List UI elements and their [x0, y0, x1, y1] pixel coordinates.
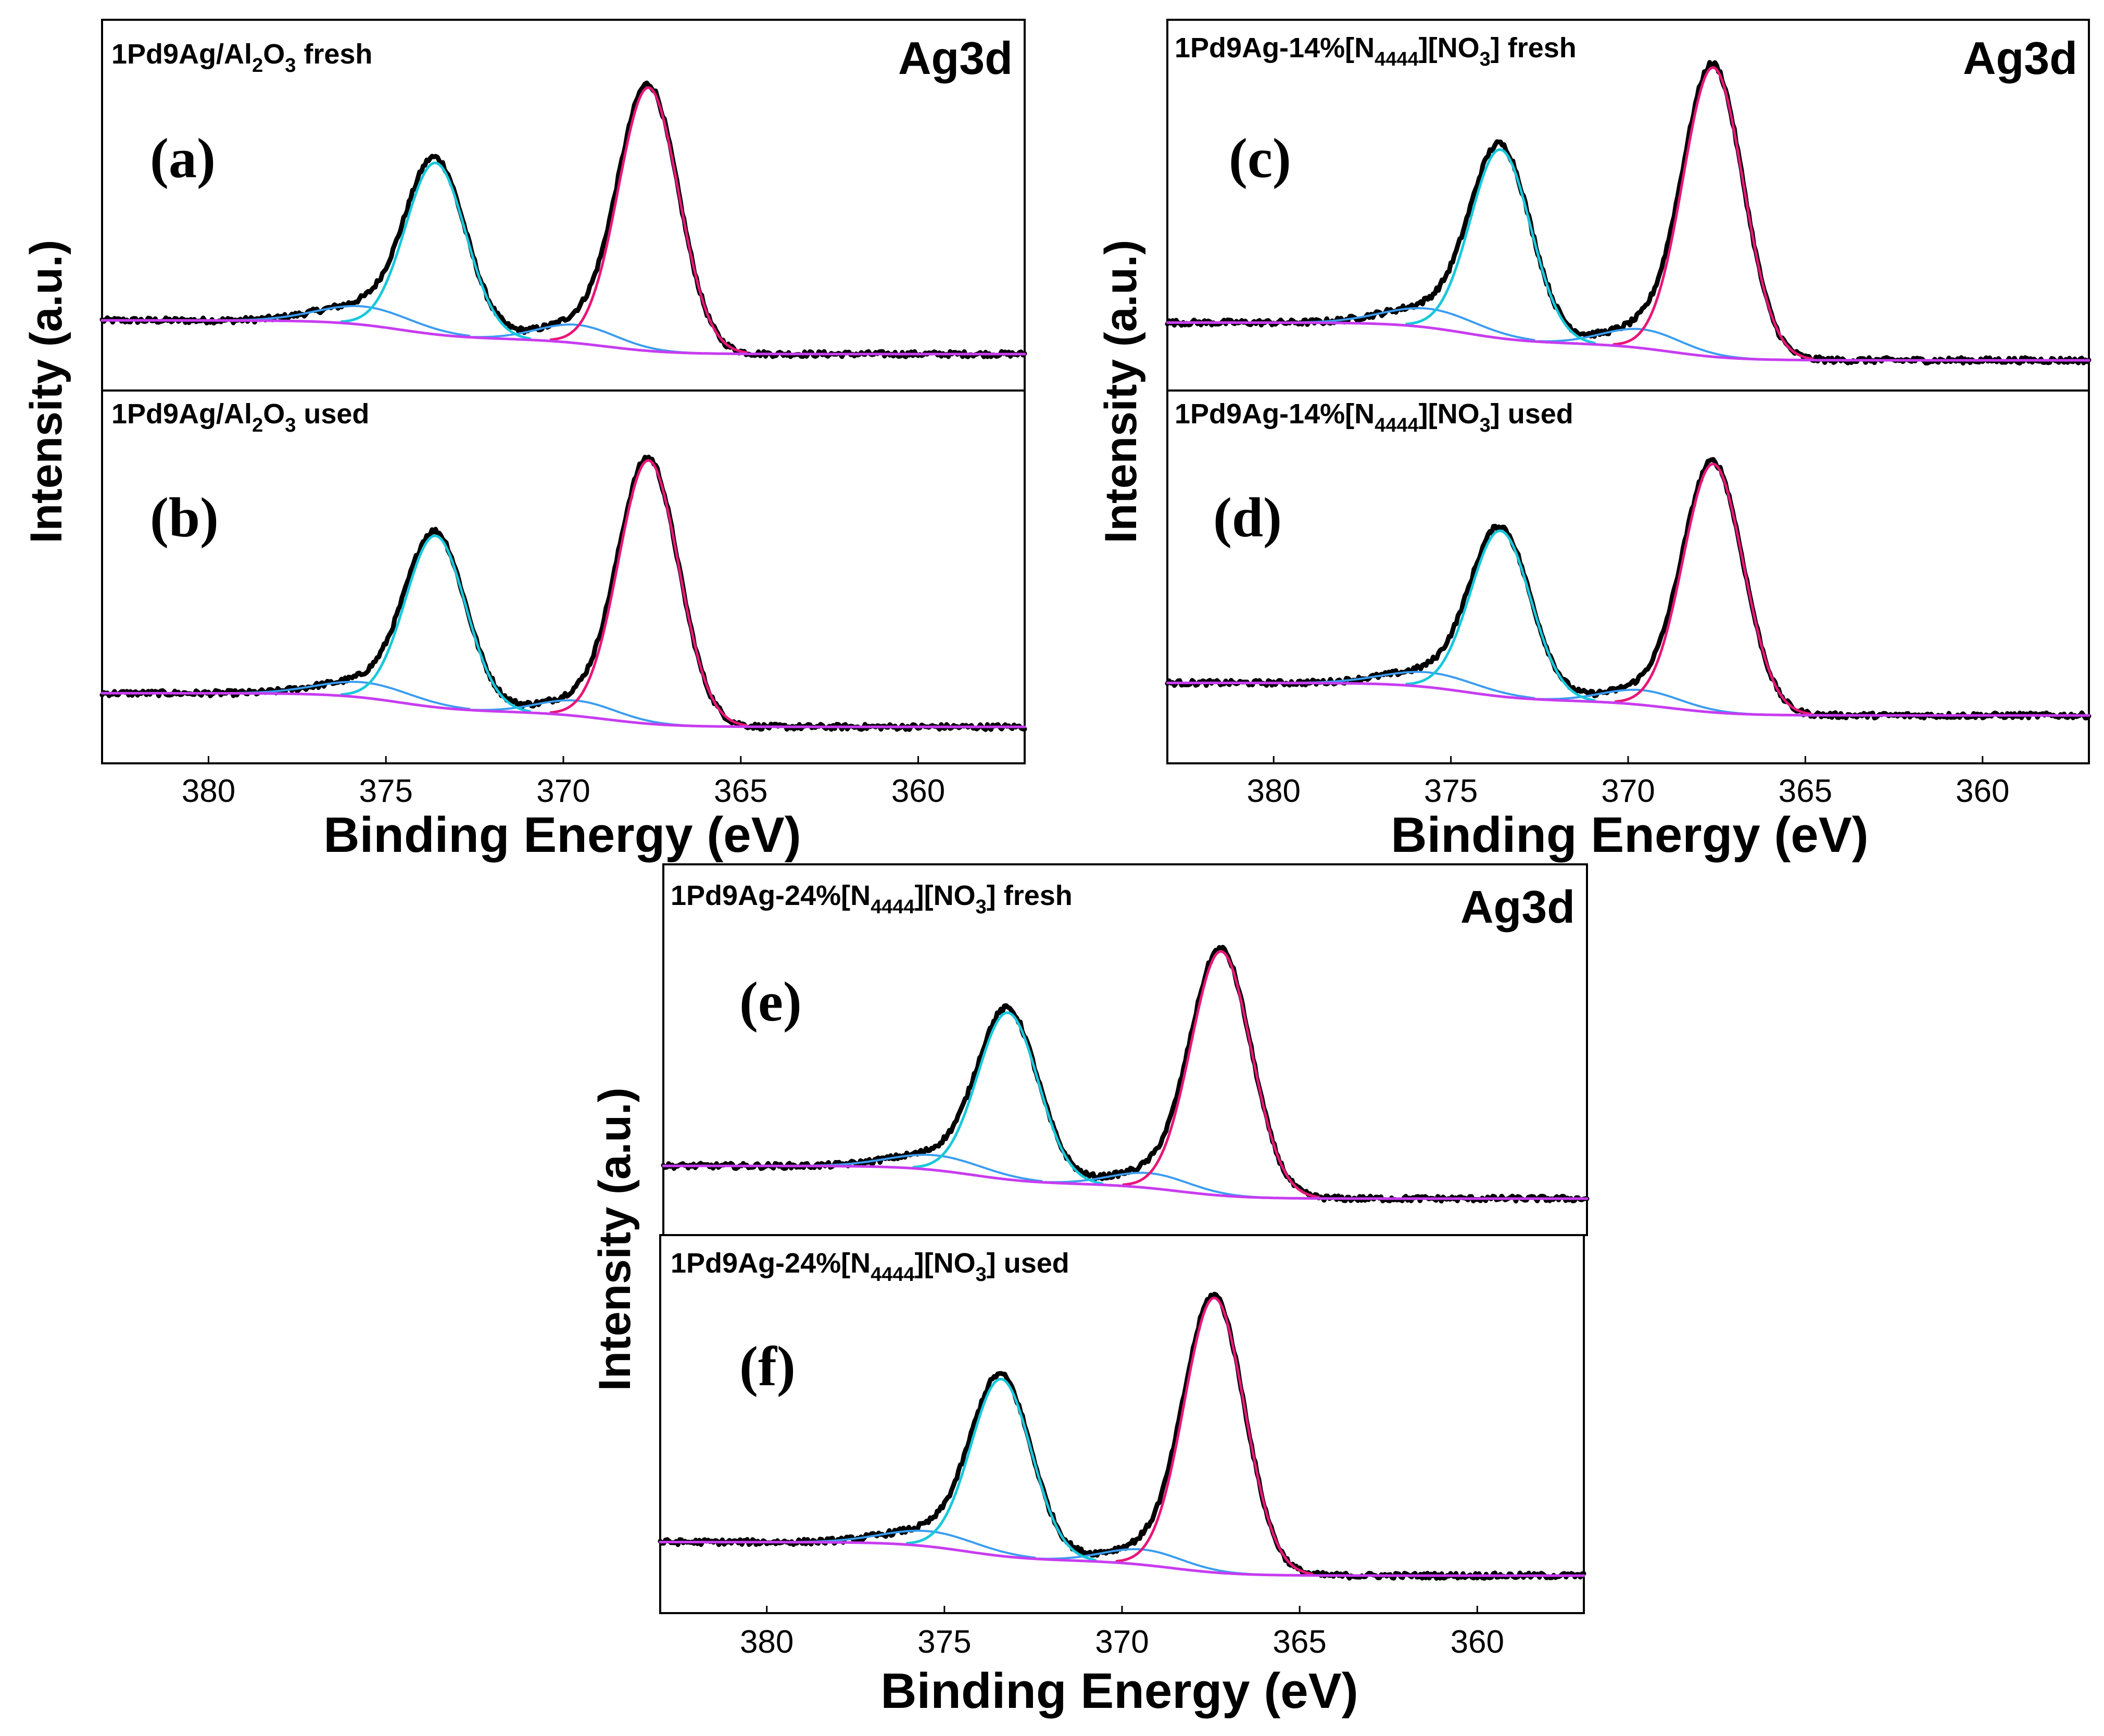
panel-letter-a: (a)	[150, 128, 216, 190]
satellite-ag3d3-f	[789, 1529, 1036, 1559]
panel-letter-c: (c)	[1229, 128, 1291, 190]
experimental-data-b	[99, 455, 1027, 732]
fit-ag3d5-2-c	[1612, 66, 1814, 360]
panel-f-frame	[659, 1234, 1585, 1614]
satellite-ag3d5-b	[472, 699, 701, 727]
x-tick-label: 365	[1273, 1624, 1326, 1660]
panel-a-plot	[99, 80, 1027, 359]
satellite-ag3d5-f	[1037, 1548, 1267, 1576]
y-axis-label-ab: Intensity (a.u.)	[21, 240, 71, 544]
satellite-ag3d3-a	[223, 305, 471, 337]
x-ticks-group-ab: 380 375 370 365 360	[182, 756, 945, 809]
x-tick-label: 360	[1956, 773, 2009, 809]
x-tick-label: 370	[536, 773, 590, 809]
fit-ag3d3-2-c	[1405, 148, 1596, 345]
panel-letter-d: (d)	[1213, 487, 1282, 549]
panel-letter-b: (b)	[150, 487, 219, 549]
fit-ag3d5-2-b	[549, 459, 748, 727]
satellite-ag3d5-c	[1536, 328, 1766, 361]
satellite-ag3d5-a	[472, 323, 701, 355]
x-axis-label-ef: Binding Energy (eV)	[880, 1663, 1358, 1719]
satellite-ag3d3-e	[795, 1153, 1043, 1183]
sample-label-a: 1Pd9Ag/Al2O3 fresh	[111, 39, 372, 77]
fit-ag3d5-2-d	[1614, 462, 1812, 715]
x-tick-label: 360	[891, 773, 945, 809]
x-axis-label-cd: Binding Energy (eV)	[1391, 807, 1868, 863]
fit-ag3d3-2-f	[905, 1378, 1097, 1562]
fit-ag3d5-2-a	[549, 86, 748, 354]
sample-label-b: 1Pd9Ag/Al2O3 used	[111, 398, 369, 436]
x-tick-label: 370	[1095, 1624, 1149, 1660]
panel-e-frame	[662, 863, 1588, 1236]
x-ticks-group-cd: 380 375 370 365 360	[1247, 756, 2009, 809]
corner-label-e: Ag3d	[1460, 881, 1575, 933]
satellite-ag3d5-e	[1044, 1172, 1274, 1199]
x-axis-label-ab: Binding Energy (eV)	[323, 807, 801, 863]
panel-b-plot	[99, 455, 1027, 732]
background-c	[1166, 321, 2090, 362]
x-tick-label: 365	[1779, 773, 1832, 809]
chart-group-ef: 380 375 370 365 360 Intensity (a.u.) Binding…	[590, 863, 1590, 1719]
corner-label-c: Ag3d	[1963, 32, 2077, 84]
y-axis-label-ef: Intensity (a.u.)	[590, 1088, 640, 1391]
background-f	[659, 1541, 1585, 1577]
panel-d-plot	[1165, 457, 2092, 721]
satellite-ag3d3-b	[223, 681, 471, 710]
x-tick-label: 370	[1601, 773, 1655, 809]
panel-letter-e: (e)	[739, 971, 802, 1033]
fit-ag3d5-2-e	[1122, 950, 1320, 1199]
panel-d-frame	[1166, 389, 2090, 764]
x-tick-label: 380	[182, 773, 235, 809]
fit-ag3d3-2-d	[1405, 529, 1596, 702]
satellite-ag3d3-d	[1288, 671, 1535, 699]
panel-b-frame	[101, 389, 1026, 764]
sample-label-d: 1Pd9Ag-14%[N4444][NO3] used	[1175, 398, 1573, 436]
fit-ag3d3-2-b	[340, 534, 531, 713]
x-tick-label: 375	[359, 773, 413, 809]
sample-label-e: 1Pd9Ag-24%[N4444][NO3] fresh	[671, 880, 1073, 918]
fit-ag3d3-2-a	[340, 161, 531, 340]
x-ticks-group-ef: 380 375 370 365 360	[740, 1606, 1504, 1660]
panel-c-frame	[1166, 19, 2090, 392]
background-b	[100, 691, 1026, 728]
panel-letter-f: (f)	[739, 1336, 796, 1398]
panel-a-frame	[101, 19, 1026, 392]
experimental-data-a	[99, 80, 1027, 359]
x-tick-label: 375	[1424, 773, 1478, 809]
panel-c-plot	[1165, 60, 2092, 366]
experimental-data-d	[1165, 457, 2092, 721]
fit-ag3d5-2-f	[1115, 1297, 1314, 1576]
sample-label-c: 1Pd9Ag-14%[N4444][NO3] fresh	[1175, 32, 1577, 70]
x-tick-label: 365	[714, 773, 767, 809]
panel-e-plot	[661, 945, 1590, 1204]
experimental-data-e	[661, 945, 1590, 1204]
x-tick-label: 380	[740, 1624, 793, 1660]
satellite-ag3d3-c	[1288, 307, 1535, 341]
background-e	[662, 1164, 1589, 1200]
sample-label-f: 1Pd9Ag-24%[N4444][NO3] used	[671, 1248, 1069, 1286]
background-d	[1166, 682, 2090, 717]
y-axis-label-cd: Intensity (a.u.)	[1096, 240, 1146, 544]
panel-f-plot	[658, 1291, 1586, 1581]
experimental-data-c	[1165, 60, 2092, 366]
fit-ag3d3-2-e	[912, 1011, 1104, 1185]
x-tick-label: 375	[917, 1624, 971, 1660]
x-tick-label: 360	[1451, 1624, 1504, 1660]
corner-label-a: Ag3d	[898, 32, 1013, 84]
satellite-ag3d5-d	[1536, 688, 1766, 716]
chart-group-cd: 380 375 370 365 360 Intensity (a.u.) Binding…	[1096, 19, 2092, 863]
background-a	[100, 319, 1026, 356]
x-tick-label: 380	[1247, 773, 1301, 809]
experimental-data-f	[658, 1291, 1586, 1581]
chart-group-ab: 380 375 370 365 360 Intensity (a.u.) Binding…	[21, 19, 1027, 863]
